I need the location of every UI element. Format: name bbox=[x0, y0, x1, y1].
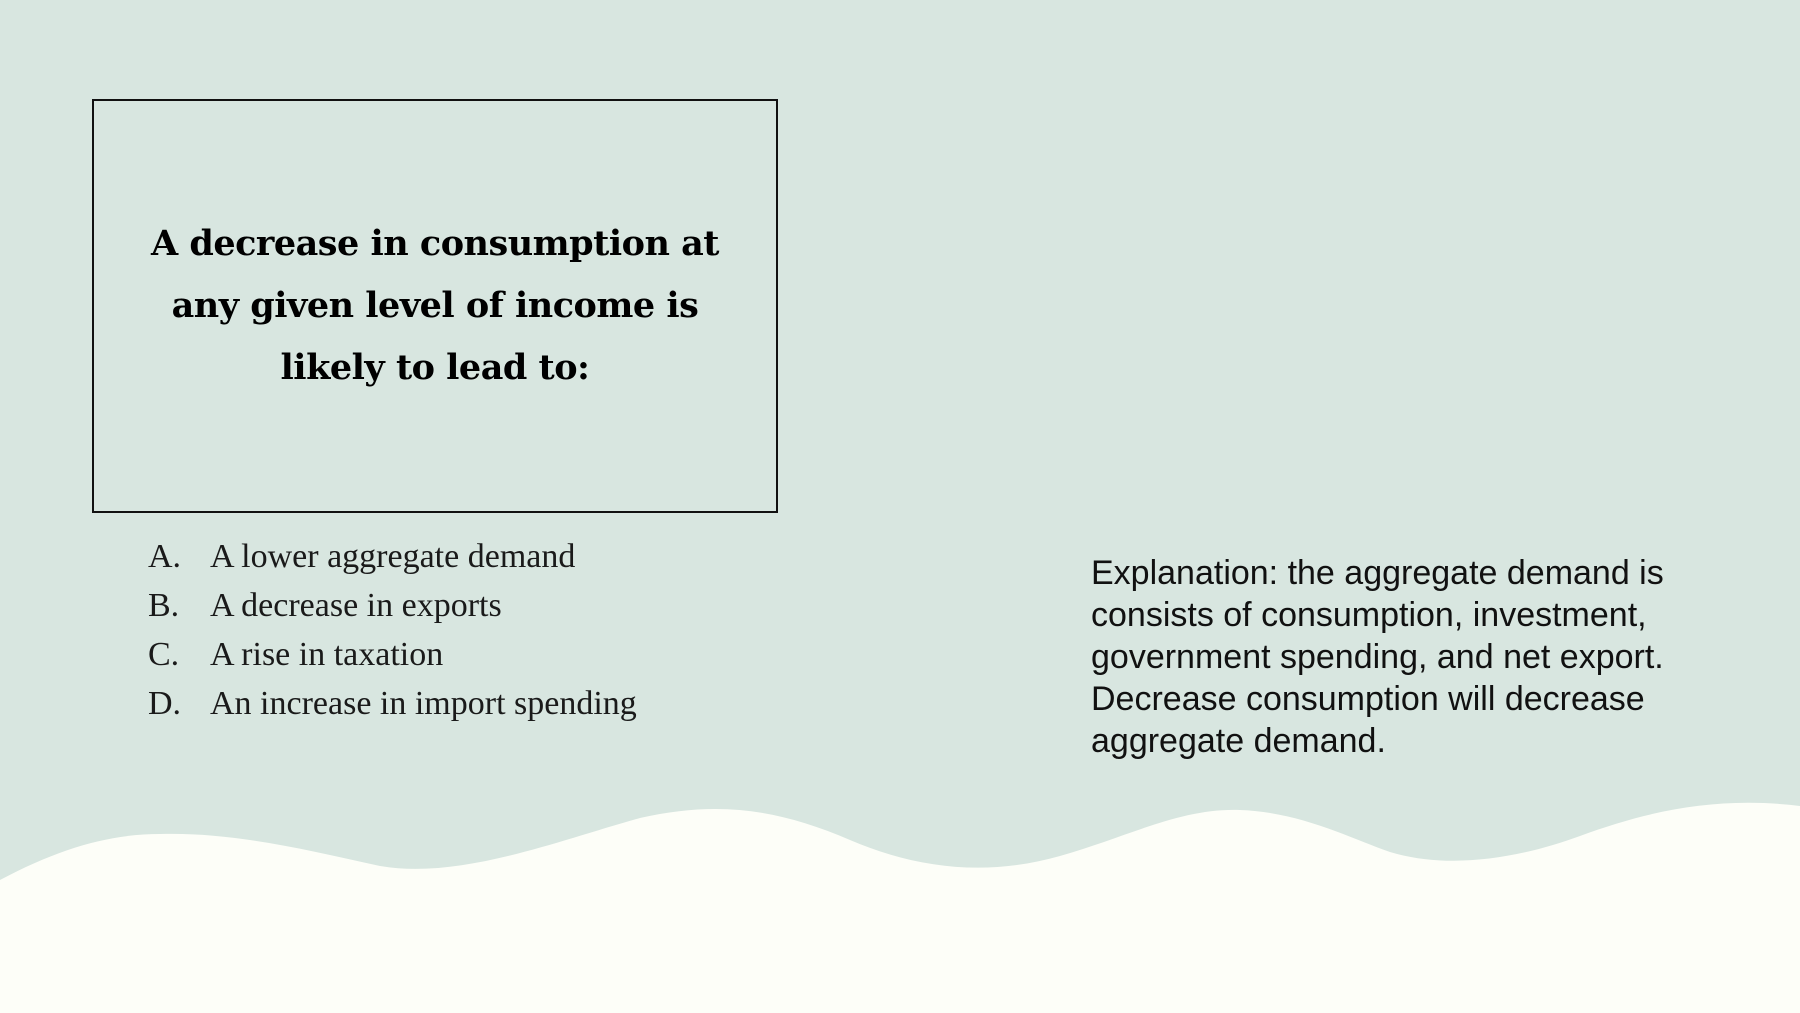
option-text: An increase in import spending bbox=[210, 685, 637, 722]
option-d: D. An increase in import spending bbox=[148, 679, 637, 728]
options-list: A. A lower aggregate demand B. A decreas… bbox=[148, 532, 637, 728]
option-text: A decrease in exports bbox=[210, 587, 502, 624]
option-b: B. A decrease in exports bbox=[148, 581, 637, 630]
question-text: A decrease in consumption at any given l… bbox=[151, 223, 719, 388]
option-letter: C. bbox=[148, 636, 180, 673]
option-text: A lower aggregate demand bbox=[210, 538, 576, 575]
option-letter: A. bbox=[148, 538, 182, 575]
option-letter: D. bbox=[148, 685, 182, 722]
option-letter: B. bbox=[148, 587, 180, 624]
option-a: A. A lower aggregate demand bbox=[148, 532, 637, 581]
question-box: A decrease in consumption at any given l… bbox=[92, 99, 778, 513]
explanation-text: Explanation: the aggregate demand is con… bbox=[1091, 554, 1664, 760]
option-text: A rise in taxation bbox=[210, 636, 444, 673]
option-c: C. A rise in taxation bbox=[148, 630, 637, 679]
